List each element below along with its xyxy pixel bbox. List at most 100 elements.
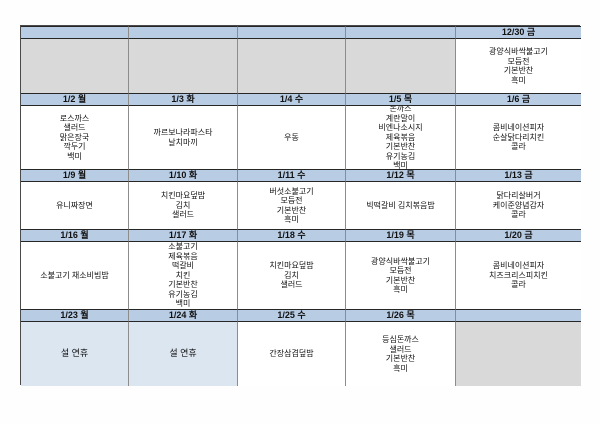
menu-cell: 까르보나라파스타 날치마끼 — [129, 106, 238, 169]
menu-item: 돈까스 — [389, 106, 412, 114]
date-header: 1/26 목 — [346, 309, 456, 322]
menu-item: 콜라 — [511, 142, 526, 152]
date-header: 1/25 수 — [238, 309, 346, 322]
menu-item: 샐러드 — [171, 210, 195, 220]
menu-item: 콤비네이션피자 — [492, 123, 545, 133]
menu-item: 설 연휴 — [60, 348, 89, 359]
menu-item: 맑은장국 — [59, 132, 90, 142]
menu-cell: 광양식바싹불고기 모듬전 기본반찬 흑미 — [456, 39, 581, 93]
menu-item: 빅떡갈비 김치볶음밥 — [366, 200, 435, 210]
menu-item: 제육볶음 — [168, 251, 198, 261]
date-header: 1/16 월 — [21, 229, 129, 242]
menu-cell: 유니짜장면 — [21, 182, 129, 229]
menu-item: 등심돈까스 — [382, 335, 419, 344]
menu-item: 샐러드 — [389, 344, 412, 354]
menu-item: 로스까스 — [59, 113, 90, 123]
date-header-empty — [21, 26, 129, 39]
menu-item: 기본반찬 — [385, 354, 416, 363]
menu-cell: 콤비네이션피자 치즈크리스피치킨 콜라 — [456, 242, 581, 309]
menu-item: 광양식바싹불고기 — [371, 256, 430, 266]
menu-item: 샐러드 — [63, 123, 86, 133]
menu-item: 치킨마요덮밥 — [160, 191, 206, 201]
menu-item: 기본반찬 — [385, 142, 416, 152]
menu-item: 치킨마요덮밥 — [269, 261, 314, 271]
menu-item: 콤비네이션피자 — [492, 261, 545, 271]
menu-item: 기본반찬 — [168, 280, 198, 290]
date-header: 1/23 월 — [21, 309, 129, 322]
empty-cell — [129, 39, 238, 93]
menu-cell: 치킨마요덮밥 김치 샐러드 — [238, 242, 346, 309]
menu-item: 백미 — [67, 151, 82, 161]
menu-cell: 소불고기 채소비빔밥 — [21, 242, 129, 309]
menu-item: 백미 — [175, 299, 191, 309]
menu-cell: 등심돈까스 샐러드 기본반찬 흑미 — [346, 322, 456, 386]
menu-cell: 닭다리살버거 케이준양념감자 콜라 — [456, 182, 581, 229]
menu-item: 계란말이 — [385, 113, 416, 123]
menu-item: 비엔나소시지 — [378, 123, 423, 133]
menu-item: 케이준양념감자 — [492, 200, 545, 210]
date-header: 1/3 화 — [129, 93, 238, 106]
date-header: 12/30 금 — [456, 26, 581, 39]
menu-item: 설 연휴 — [169, 348, 197, 359]
date-header: 1/19 목 — [346, 229, 456, 242]
menu-item: 콜라 — [511, 280, 526, 290]
menu-item: 간장삼겹덮밥 — [269, 349, 314, 359]
date-header: 1/9 월 — [21, 169, 129, 182]
menu-item: 백미 — [393, 161, 408, 169]
menu-cell: 빅떡갈비 김치볶음밥 — [346, 182, 456, 229]
menu-item: 모듬전 — [507, 56, 530, 66]
menu-item: 소불고기 — [168, 242, 198, 252]
menu-item: 흑미 — [511, 75, 526, 85]
empty-cell — [238, 39, 346, 93]
menu-cell: 돈까스 계란말이 비엔나소시지 제육볶음 기본반찬 유기농김 백미 — [346, 106, 456, 169]
empty-cell — [346, 39, 456, 93]
menu-item: 흑미 — [393, 363, 408, 373]
menu-item: 모듬전 — [389, 266, 412, 275]
menu-item: 광양식바싹불고기 — [489, 47, 548, 56]
menu-item: 유기농김 — [385, 151, 416, 161]
date-header: 1/11 수 — [238, 169, 346, 182]
menu-cell: 치킨마요덮밥 김치 샐러드 — [129, 182, 238, 229]
menu-cell: 소불고기 제육볶음 떡갈비 치킨 기본반찬 유기농김 백미 — [129, 242, 238, 309]
date-header: 1/6 금 — [456, 93, 581, 106]
menu-item: 샐러드 — [280, 280, 303, 290]
menu-cell: 간장삼겹덮밥 — [238, 322, 346, 386]
date-header-empty — [238, 26, 346, 39]
menu-item: 김치 — [284, 270, 299, 280]
holiday-cell: 설 연휴 — [21, 322, 129, 386]
menu-item: 우동 — [284, 132, 299, 142]
menu-item: 제육볶음 — [385, 132, 416, 142]
date-header: 1/4 수 — [238, 93, 346, 106]
date-header: 1/18 수 — [238, 229, 346, 242]
date-header-empty — [346, 26, 456, 39]
menu-item: 김치 — [175, 200, 191, 210]
menu-item: 소불고기 채소비빔밥 — [40, 270, 109, 280]
menu-cell: 버섯소불고기 모듬전 기본반찬 흑미 — [238, 182, 346, 229]
date-header-empty — [456, 309, 581, 322]
menu-item: 유기농김 — [168, 289, 198, 299]
menu-item: 유니짜장면 — [56, 200, 93, 210]
empty-cell — [456, 322, 581, 386]
date-header: 1/24 화 — [129, 309, 238, 322]
menu-item: 날치마끼 — [168, 137, 198, 147]
date-header: 1/10 화 — [129, 169, 238, 182]
menu-item: 모듬전 — [280, 196, 303, 205]
date-header: 1/17 화 — [129, 229, 238, 242]
menu-item: 떡갈비 — [171, 261, 195, 271]
menu-cell: 로스까스 샐러드 맑은장국 깍두기 백미 — [21, 106, 129, 169]
menu-item: 치킨 — [175, 270, 191, 280]
menu-cell: 광양식바싹불고기 모듬전 기본반찬 흑미 — [346, 242, 456, 309]
empty-cell — [21, 39, 129, 93]
menu-cell: 콤비네이션피자 순살닭다리치킨 콜라 — [456, 106, 581, 169]
date-header: 1/12 목 — [346, 169, 456, 182]
date-header-empty — [129, 26, 238, 39]
menu-item: 기본반찬 — [276, 205, 307, 215]
holiday-cell: 설 연휴 — [129, 322, 238, 386]
date-header: 1/20 금 — [456, 229, 581, 242]
date-header: 1/5 목 — [346, 93, 456, 106]
menu-item: 콜라 — [511, 210, 526, 220]
menu-item: 버섯소불고기 — [269, 186, 314, 196]
date-header: 1/2 월 — [21, 93, 129, 106]
